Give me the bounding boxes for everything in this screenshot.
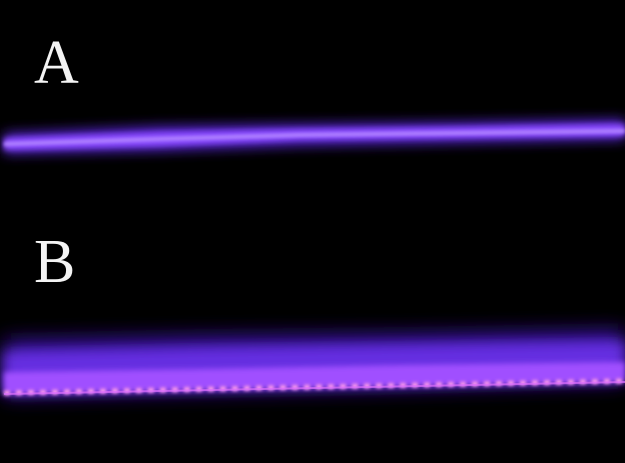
panel-label: A [34, 29, 79, 97]
flame-photo: A B [0, 0, 625, 463]
panel-label: B [34, 228, 75, 296]
